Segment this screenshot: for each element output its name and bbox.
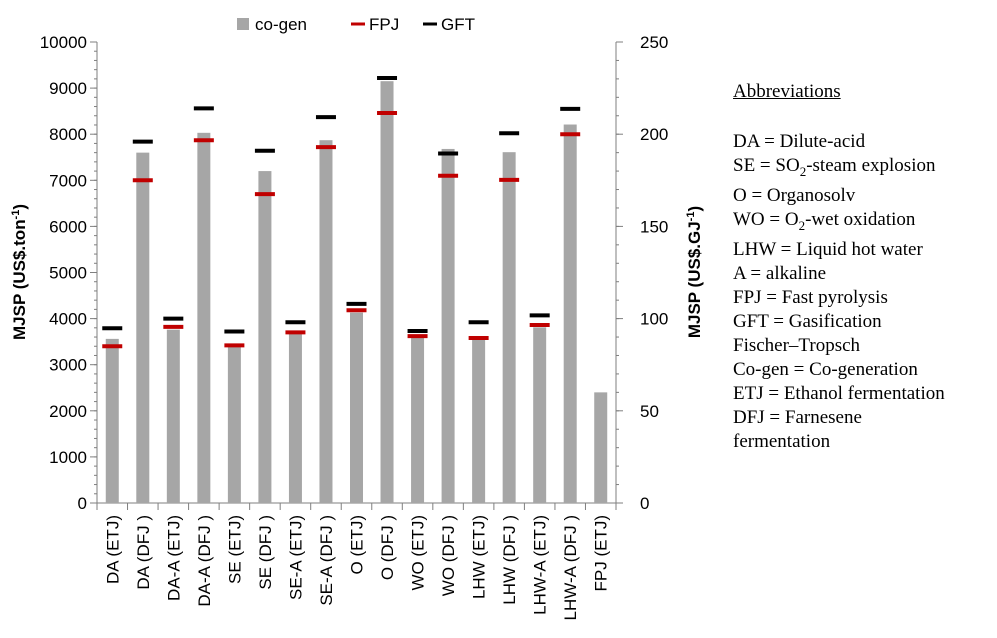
x-tick-label: DA (ETJ) xyxy=(103,515,122,584)
x-tick-label: LHW-A (DFJ ) xyxy=(561,515,580,620)
y2-axis-title: MJSP (US$.GJ-1) xyxy=(685,206,704,338)
bar-co-gen xyxy=(166,329,180,503)
bar-co-gen xyxy=(105,338,119,503)
abbreviation-cogen: Co-gen = Co-generation xyxy=(733,358,918,380)
bar-co-gen xyxy=(533,327,547,503)
bar-co-gen xyxy=(227,345,241,503)
bar-co-gen xyxy=(136,152,150,503)
abbreviation-etj: ETJ = Ethanol fermentation xyxy=(733,382,945,404)
x-tick-label: WO (ETJ) xyxy=(409,515,428,591)
abbreviation-se: SE = SO2-steam explosion xyxy=(733,155,936,179)
x-tick-label: O (DFJ ) xyxy=(378,515,397,580)
x-tick-label: LHW (DFJ ) xyxy=(500,515,519,605)
bar-co-gen xyxy=(594,392,608,503)
legend-swatch-co-gen xyxy=(237,18,249,30)
bar-co-gen xyxy=(502,152,516,503)
abbreviation-a: A = alkaline xyxy=(733,262,827,284)
x-tick-label: LHW (ETJ) xyxy=(470,515,489,599)
y2-tick-label: 50 xyxy=(640,402,659,421)
x-tick-label: FPJ (ETJ) xyxy=(592,515,611,592)
y-tick-label: 2000 xyxy=(49,402,87,421)
y2-tick-label: 250 xyxy=(640,33,668,52)
y-tick-label: 9000 xyxy=(49,79,87,98)
bar-co-gen xyxy=(563,124,577,504)
bar-co-gen xyxy=(411,336,425,503)
abbreviation-dfj: DFJ = Farnesene xyxy=(733,406,862,428)
bar-co-gen xyxy=(472,338,486,503)
bar-co-gen xyxy=(350,312,363,503)
y2-tick-label: 150 xyxy=(640,217,668,236)
chart: 0100020003000400050006000700080009000100… xyxy=(10,15,704,620)
x-tick-label: WO (DFJ ) xyxy=(439,515,458,596)
x-tick-label: SE (DFJ ) xyxy=(256,515,275,590)
x-tick-label: DA (DFJ ) xyxy=(134,515,153,590)
x-tick-label: DA-A (DFJ ) xyxy=(195,515,214,607)
y2-tick-label: 200 xyxy=(640,125,668,144)
legend-label: FPJ xyxy=(369,15,399,34)
bar-co-gen xyxy=(288,332,302,503)
abbreviation-gft-cont: Fischer–Tropsch xyxy=(733,334,861,356)
abbreviation-wo: WO = O2-wet oxidation xyxy=(733,208,916,233)
y-tick-label: 4000 xyxy=(49,310,87,329)
y-tick-label: 10000 xyxy=(40,33,87,52)
abbreviation-fpj: FPJ = Fast pyrolysis xyxy=(733,286,888,308)
legend-label: co-gen xyxy=(255,15,307,34)
bar-co-gen xyxy=(258,171,272,503)
x-tick-label: SE-A (DFJ ) xyxy=(317,515,336,606)
abbreviation-o: O = Organosolv xyxy=(733,184,856,206)
bar-co-gen xyxy=(197,132,211,503)
y-tick-label: 6000 xyxy=(49,217,87,236)
legend: co-gen FPJ GFT xyxy=(237,15,475,34)
y-axis-title: MJSP (US$.ton-1) xyxy=(10,204,29,340)
y-tick-label: 1000 xyxy=(49,448,87,467)
abbreviation-lhw: LHW = Liquid hot water xyxy=(733,238,923,260)
bar-co-gen xyxy=(319,140,333,503)
y-tick-label: 8000 xyxy=(49,125,87,144)
abbreviation-gft: GFT = Gasification xyxy=(733,310,882,332)
abbreviation-da: DA = Dilute-acid xyxy=(733,131,866,152)
y-tick-label: 3000 xyxy=(49,356,87,375)
y2-tick-label: 0 xyxy=(640,494,649,513)
x-tick-label: SE (ETJ) xyxy=(225,515,244,584)
x-tick-label: LHW-A (ETJ) xyxy=(531,515,550,615)
bar-co-gen xyxy=(441,148,455,503)
x-tick-label: O (ETJ) xyxy=(348,515,367,575)
legend-label: GFT xyxy=(441,15,475,34)
y-tick-label: 7000 xyxy=(49,171,87,190)
bar-co-gen xyxy=(380,81,394,503)
abbreviations-panel: Abbreviations DA = Dilute-acid SE = SO2-… xyxy=(733,80,995,454)
x-tick-label: DA-A (ETJ) xyxy=(164,515,183,601)
y-tick-label: 0 xyxy=(78,494,87,513)
y2-tick-label: 100 xyxy=(640,310,668,329)
x-tick-label: SE-A (ETJ) xyxy=(286,515,305,600)
abbreviations-title: Abbreviations xyxy=(733,81,841,102)
y-tick-label: 5000 xyxy=(49,264,87,283)
abbreviation-dfj-cont: fermentation xyxy=(733,430,831,452)
